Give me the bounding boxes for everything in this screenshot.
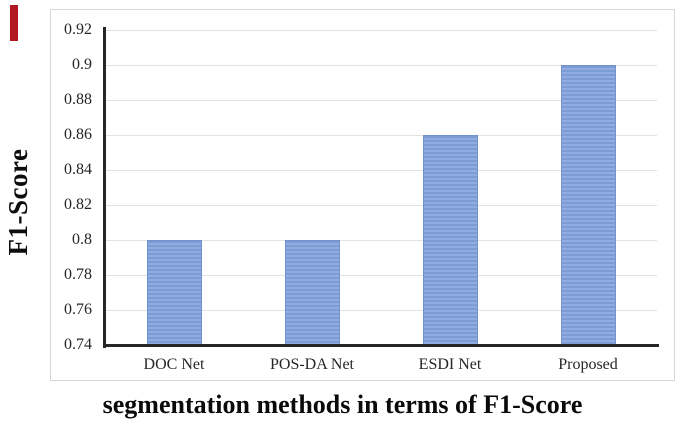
x-axis-line xyxy=(103,344,659,347)
y-tick-label: 0.78 xyxy=(64,266,92,283)
y-tick-label: 0.8 xyxy=(72,231,92,248)
bar-proposed xyxy=(560,65,616,346)
y-axis-title: F1-Score xyxy=(3,148,33,256)
bar-doc-net xyxy=(146,240,202,346)
y-tick-label: 0.74 xyxy=(64,336,92,353)
y-tick-label: 0.84 xyxy=(64,161,92,178)
gridline xyxy=(105,169,657,171)
bar-esdi-net xyxy=(422,135,478,346)
category-label: ESDI Net xyxy=(418,356,482,373)
category-label: Proposed xyxy=(558,356,618,373)
gridline xyxy=(105,64,657,66)
gridline xyxy=(105,309,657,311)
red-annotation-mark xyxy=(10,5,18,41)
gridline xyxy=(105,29,657,31)
gridline xyxy=(105,239,657,241)
category-label: POS-DA Net xyxy=(269,356,354,373)
gridline xyxy=(105,274,657,276)
y-tick-label: 0.9 xyxy=(72,56,92,73)
x-axis-caption: segmentation methods in terms of F1-Scor… xyxy=(102,390,583,419)
y-tick-label: 0.88 xyxy=(64,91,92,108)
y-axis-line xyxy=(103,27,106,348)
gridline xyxy=(105,204,657,206)
bar-pos-da-net xyxy=(284,240,340,346)
y-tick-label: 0.76 xyxy=(64,301,92,318)
category-label: DOC Net xyxy=(143,356,205,373)
y-tick-label: 0.92 xyxy=(64,21,92,38)
gridline xyxy=(105,99,657,101)
y-tick-label: 0.82 xyxy=(64,196,92,213)
gridline xyxy=(105,134,657,136)
y-tick-label: 0.86 xyxy=(64,126,92,143)
